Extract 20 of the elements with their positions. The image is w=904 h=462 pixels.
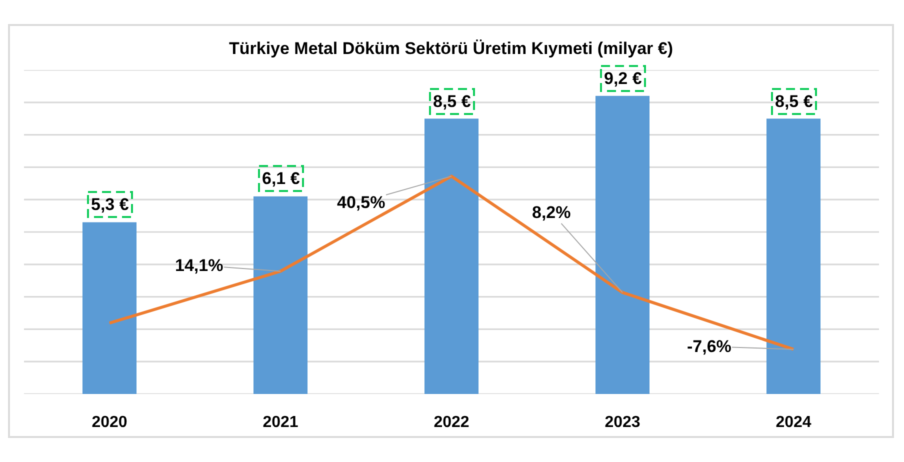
bar — [766, 118, 821, 394]
data-label: 6,1 € — [262, 169, 300, 188]
data-label: 9,2 € — [604, 69, 642, 88]
bar — [424, 118, 479, 394]
data-label: 14,1% — [175, 256, 224, 275]
x-tick-label: 2022 — [434, 414, 470, 431]
x-tick-label: 2021 — [262, 414, 298, 431]
chart-title: Türkiye Metal Döküm Sektörü Üretim Kıymeti (milyar €) — [228, 38, 674, 58]
x-tick-label: 2024 — [776, 414, 812, 431]
data-label: 8,2% — [532, 203, 571, 222]
data-label: 8,5 € — [775, 92, 814, 111]
bar — [253, 196, 308, 394]
data-label: 8,5 € — [433, 92, 472, 111]
data-label: 40,5% — [337, 193, 386, 212]
x-tick-label: 2023 — [604, 414, 640, 431]
x-tick-label: 2020 — [92, 414, 128, 431]
data-label: 5,3 € — [91, 195, 130, 214]
bar — [595, 96, 650, 394]
bar — [82, 222, 137, 394]
data-label: -7,6% — [687, 337, 732, 356]
